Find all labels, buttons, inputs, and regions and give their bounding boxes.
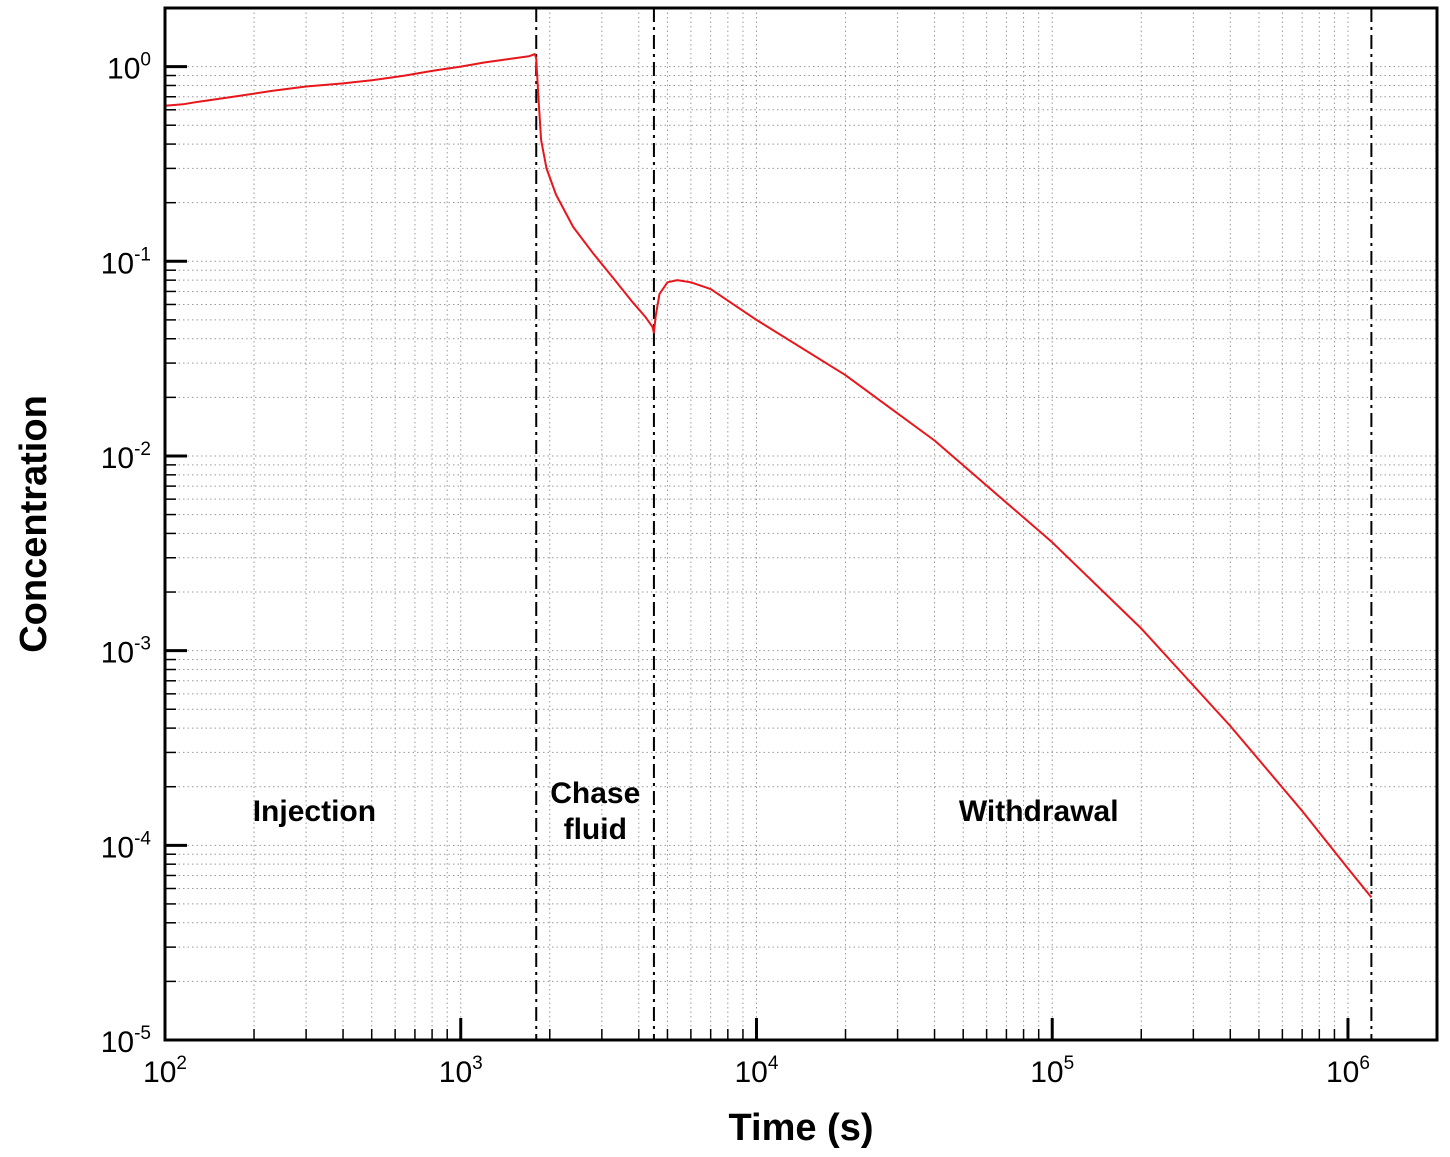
tick-base: 10 [439, 1056, 472, 1089]
tick-exponent: 6 [1359, 1053, 1370, 1074]
tick-exponent: 4 [768, 1053, 779, 1074]
x-tick-label: 104 [735, 1053, 779, 1089]
plot-frame [163, 6, 1439, 1042]
x-axis-title: Time (s) [728, 1107, 873, 1149]
tick-base: 10 [143, 1056, 176, 1089]
y-tick-label: 100 [107, 50, 151, 86]
tick-exponent: -2 [134, 439, 151, 460]
tick-exponent: -3 [134, 634, 151, 655]
x-tick-labels: 102 103 104 105 106 [143, 1053, 1370, 1089]
y-tick-label: 10-5 [101, 1023, 151, 1059]
phase-boundaries [535, 8, 1373, 1040]
tick-exponent: 0 [140, 50, 151, 71]
concentration-series-line [164, 53, 1373, 899]
tick-exponent: -1 [134, 244, 151, 265]
tick-exponent: -5 [134, 1023, 151, 1044]
tick-base: 10 [101, 637, 134, 670]
y-tick-label: 10-1 [101, 244, 151, 280]
tick-base: 10 [1030, 1056, 1063, 1089]
region-label-line: fluid [564, 813, 627, 846]
tick-base: 10 [101, 247, 134, 280]
x-tick-label: 102 [143, 1053, 187, 1089]
tick-base: 10 [101, 442, 134, 475]
tick-exponent: -4 [134, 828, 151, 849]
y-tick-label: 10-3 [101, 634, 151, 670]
tick-base: 10 [101, 1026, 134, 1059]
region-label: Chase fluid [550, 777, 640, 846]
x-tick-label: 103 [439, 1053, 483, 1089]
region-label: Withdrawal [959, 795, 1119, 828]
region-label: Injection [253, 795, 376, 828]
y-tick-label: 10-2 [101, 439, 151, 475]
region-label-line: Chase [550, 777, 640, 810]
region-label-line: Injection [253, 795, 376, 828]
region-label-line: Withdrawal [959, 795, 1119, 828]
x-tick-label: 106 [1326, 1053, 1370, 1089]
x-tick-label: 105 [1030, 1053, 1074, 1089]
grid [165, 8, 1437, 1040]
tick-exponent: 2 [176, 1053, 187, 1074]
tick-exponent: 3 [472, 1053, 483, 1074]
series-layer [164, 53, 1373, 899]
tick-base: 10 [107, 53, 140, 86]
tick-base: 10 [735, 1056, 768, 1089]
region-labels: Injection Chase fluid Withdrawal [253, 777, 1119, 846]
y-tick-label: 10-4 [101, 828, 152, 864]
tick-exponent: 5 [1064, 1053, 1075, 1074]
tick-base: 10 [1326, 1056, 1359, 1089]
tick-base: 10 [101, 831, 134, 864]
y-axis-title: Concentration [13, 395, 55, 653]
